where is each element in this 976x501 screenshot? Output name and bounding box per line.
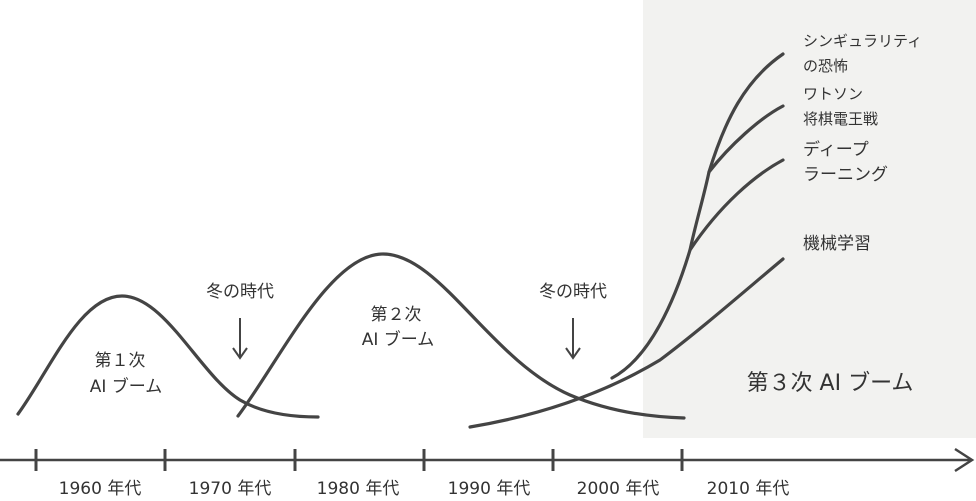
second-winter-label: 冬の時代 — [539, 282, 607, 302]
tick-label-1970s: 1970 年代 — [189, 479, 272, 499]
first-boom-label-line2: AI ブーム — [90, 376, 163, 397]
deep-learning-label-line2: ラーニング — [803, 165, 888, 185]
watson-label-line2: 将棋電王戦 — [803, 110, 878, 128]
tick-label-1980s: 1980 年代 — [317, 479, 400, 499]
singularity-label-line2: の恐怖 — [803, 57, 848, 75]
singularity-label-line1: シンギュラリティ — [803, 32, 922, 50]
deep-learning-label-line1: ディープ — [803, 139, 869, 160]
third-boom-label: 第３次 AI ブーム — [747, 371, 914, 396]
down-arrow-icon — [565, 318, 581, 360]
down-arrow-icon — [232, 318, 248, 360]
second-boom-curve — [236, 252, 686, 420]
singularity-curve — [707, 52, 785, 174]
first-boom-label-line1: 第１次 — [95, 351, 146, 371]
tick-label-1960s: 1960 年代 — [59, 479, 142, 499]
second-boom-label-line2: AI ブーム — [362, 329, 435, 350]
watson-label-line1: ワトソン — [803, 85, 863, 103]
first-boom-curve — [16, 294, 320, 419]
machine-learning-label: 機械学習 — [803, 234, 871, 254]
timeline-axis — [0, 447, 975, 473]
tick-label-2010s: 2010 年代 — [707, 479, 790, 499]
machine-learning-curve — [468, 257, 785, 429]
tick-label-2000s: 2000 年代 — [577, 479, 660, 499]
tick-label-1990s: 1990 年代 — [448, 479, 531, 499]
first-winter-label: 冬の時代 — [206, 282, 274, 302]
second-boom-label-line1: 第２次 — [371, 305, 422, 325]
